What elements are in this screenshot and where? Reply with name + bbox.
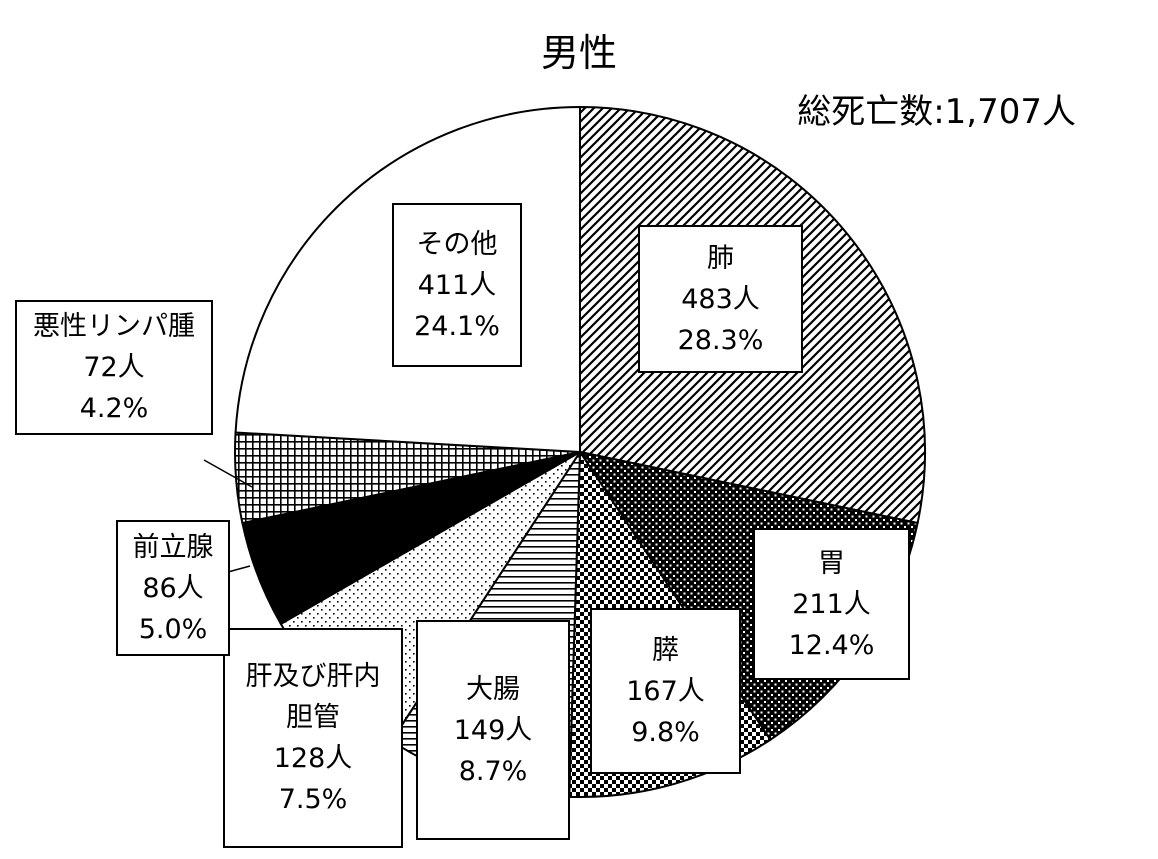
slice-count: 72人	[83, 352, 145, 383]
slice-label-lung: 肺 483人 28.3%	[638, 225, 803, 373]
slice-label-other: その他 411人 24.1%	[392, 203, 522, 367]
leader-line-prostate	[227, 565, 251, 573]
leader-line-lymphoma	[203, 459, 253, 488]
slice-percent: 8.7%	[458, 755, 528, 787]
slice-count: 411人	[417, 269, 497, 301]
slice-name: その他	[416, 228, 498, 260]
slice-label-prostate: 前立腺 86人 5.0%	[116, 520, 230, 656]
slice-percent: 28.3%	[677, 324, 764, 356]
slice-name: 悪性リンパ腫	[33, 311, 195, 342]
slice-count: 128人	[273, 743, 353, 774]
slice-name: 肺	[707, 242, 734, 274]
slice-label-pancreas: 膵 167人 9.8%	[590, 608, 741, 774]
slice-name-line2: 胆管	[286, 702, 340, 733]
chart-title: 男性	[540, 31, 617, 75]
slice-count: 483人	[681, 283, 760, 315]
slice-label-liver: 肝及び肝内 胆管 128人 7.5%	[223, 628, 403, 848]
slice-percent: 7.5%	[278, 784, 348, 815]
slice-label-stomach: 胃 211人 12.4%	[753, 528, 910, 680]
slice-name: 前立腺	[132, 531, 214, 563]
slice-percent: 4.2%	[79, 393, 149, 424]
slice-name: 膵	[652, 634, 679, 666]
slice-name: 大腸	[466, 673, 520, 705]
slice-percent: 9.8%	[631, 716, 700, 748]
slice-label-lymphoma: 悪性リンパ腫 72人 4.2%	[15, 300, 213, 435]
slice-percent: 24.1%	[414, 310, 500, 342]
total-deaths-label: 総死亡数:1,707人	[797, 92, 1076, 132]
slice-count: 211人	[792, 588, 871, 620]
slice-count: 149人	[453, 714, 533, 746]
slice-count: 86人	[142, 572, 204, 604]
slice-percent: 12.4%	[788, 629, 875, 661]
slice-percent: 5.0%	[138, 613, 208, 645]
slice-name: 胃	[818, 547, 845, 579]
slice-name-line1: 肝及び肝内	[245, 661, 381, 692]
slice-label-colon: 大腸 149人 8.7%	[416, 620, 570, 840]
slice-count: 167人	[626, 675, 705, 707]
